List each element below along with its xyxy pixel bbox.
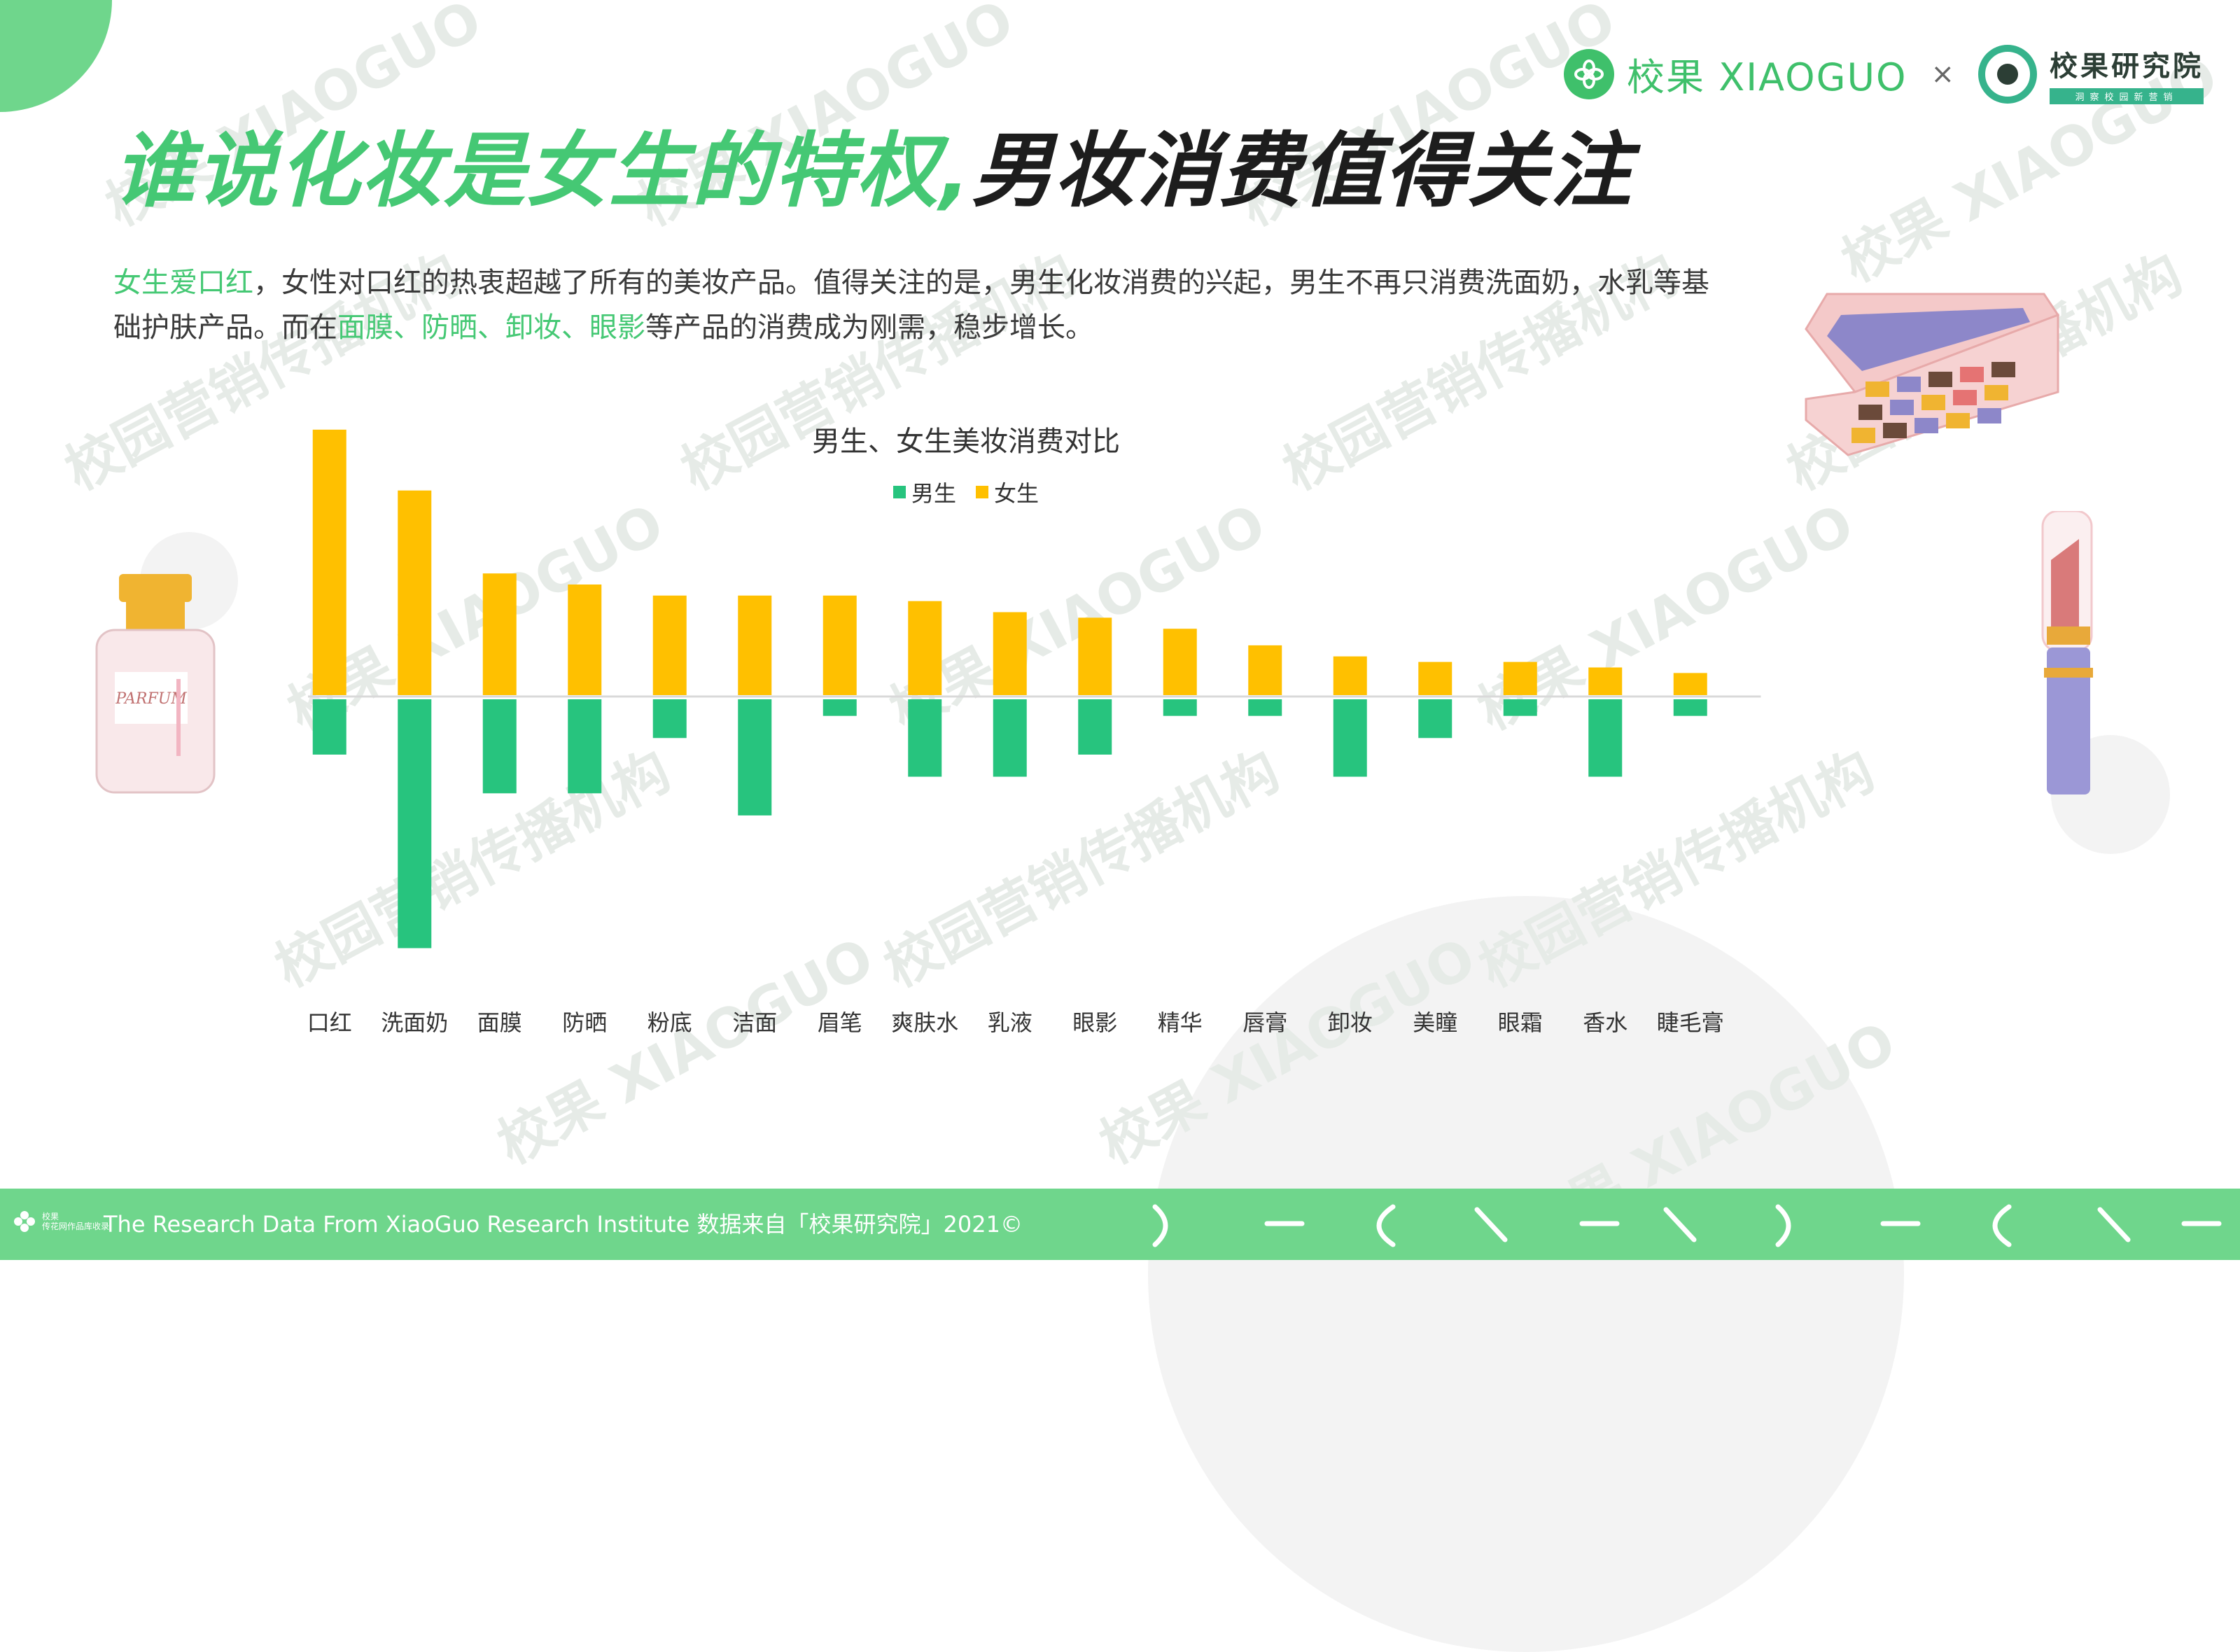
bar-female-0 [312, 429, 346, 695]
legend-item-female: 女生 [976, 476, 1039, 508]
bar-male-10 [1163, 699, 1197, 716]
bar-female-9 [1078, 617, 1112, 695]
xiaoguo-logo-icon [1564, 48, 1615, 99]
bar-female-16 [1673, 673, 1707, 695]
logo-name: 校果 XIAOGUO [1627, 55, 1907, 99]
description-paragraph: 女生爱口红，女性对口红的热衷超越了所有的美妆产品。值得关注的是，男生化妆消费的兴… [113, 260, 1723, 350]
x-tick-label: 眼影 [1072, 1009, 1117, 1036]
legend-item-male: 男生 [892, 476, 956, 508]
legend-swatch-female [976, 486, 988, 498]
partner-tagline: 洞察校园新营销 [2050, 88, 2204, 104]
x-tick-label: 洁面 [732, 1009, 777, 1036]
bar-male-6 [822, 699, 857, 716]
bar-female-8 [993, 612, 1027, 695]
x-tick-label: 爽肤水 [891, 1009, 958, 1036]
footer-logo: 校果 传花网作品库收录 [13, 1210, 109, 1233]
x-tick-label: 眼霜 [1498, 1009, 1543, 1036]
x-tick-label: 唇膏 [1242, 1009, 1287, 1036]
footer-source-text: The Research Data From XiaoGuo Research … [104, 1211, 1023, 1238]
bar-male-4 [652, 699, 687, 738]
bar-male-14 [1503, 699, 1537, 716]
partner-logo-text: 校果研究院 洞察校园新营销 [2050, 43, 2204, 104]
x-tick-label: 精华 [1158, 1009, 1203, 1036]
highlight-text: 女生爱口红 [113, 267, 253, 299]
bar-female-5 [738, 595, 772, 695]
bar-male-7 [908, 699, 942, 777]
bar-male-1 [398, 699, 432, 948]
footer-logo-icon [14, 1211, 35, 1232]
bar-male-11 [1248, 699, 1282, 716]
x-tick-label: 美瞳 [1413, 1009, 1457, 1036]
footer-logo-subtext: 传花网作品库收录 [42, 1222, 110, 1231]
legend-label-male: 男生 [911, 480, 956, 507]
corner-decoration [0, 0, 112, 112]
x-tick-label: 粉底 [648, 1009, 692, 1036]
page-title: 谁说化妆是女生的特权,男妆消费值得关注 [113, 105, 1632, 223]
bar-male-8 [993, 699, 1027, 777]
bar-male-15 [1588, 699, 1623, 777]
bar-female-7 [908, 601, 942, 695]
bar-male-3 [568, 699, 602, 794]
title-part-dark: 男妆消费值得关注 [972, 124, 1633, 218]
x-tick-label: 防晒 [562, 1009, 607, 1036]
bar-female-1 [398, 490, 432, 695]
bar-male-16 [1673, 699, 1707, 716]
bar-female-2 [482, 573, 517, 695]
chart-title: 男生、女生美妆消费对比 [812, 426, 1120, 458]
bar-female-4 [652, 595, 687, 695]
title-part-green: 谁说化妆是女生的特权, [113, 124, 972, 218]
bar-female-12 [1333, 656, 1367, 695]
footer-bar: 校果 传花网作品库收录 The Research Data From XiaoG… [0, 1189, 2240, 1260]
bar-male-9 [1078, 699, 1112, 755]
bar-female-14 [1503, 662, 1537, 695]
legend-swatch-male [892, 486, 906, 498]
x-tick-label: 口红 [308, 1009, 352, 1036]
perfume-label: PARFUM [115, 690, 187, 708]
paragraph-text: ，女性对口红的热衷超越了所有的美妆产品。值得关注的是，男生化妆消费的兴起，男生不… [113, 267, 1709, 344]
chart-legend: 男生 女生 [700, 476, 1232, 508]
bar-female-3 [568, 584, 602, 695]
bar-male-5 [738, 699, 772, 816]
bar-male-12 [1333, 699, 1367, 777]
partner-name: 校果研究院 [2050, 50, 2204, 83]
x-tick-label: 眉笔 [818, 1009, 862, 1036]
x-tick-label: 乳液 [988, 1009, 1032, 1036]
x-tick-label: 洗面奶 [381, 1009, 448, 1036]
paragraph-text: 等产品的消费成为刚需，稳步增长。 [645, 312, 1093, 344]
logo-separator: × [1931, 57, 1954, 90]
x-tick-label: 面膜 [477, 1009, 522, 1036]
x-tick-label: 香水 [1583, 1009, 1628, 1036]
footer-decoration [1152, 1204, 2222, 1247]
bar-chart: 口红 洗面奶 面膜 防晒 粉底 洁面 眉笔 爽肤水 乳液 眼影 精华 唇膏 卸妆 美瞳 眼霜 香水 睫毛膏 [308, 429, 1761, 1036]
bar-female-13 [1418, 662, 1452, 695]
x-tick-label: 睫毛膏 [1657, 1009, 1724, 1036]
bar-female-11 [1248, 645, 1282, 695]
bar-female-6 [822, 595, 857, 695]
x-tick-label: 卸妆 [1328, 1009, 1373, 1036]
eyeshadow-palette-icon [1805, 293, 2060, 456]
bar-male-13 [1418, 699, 1452, 738]
header-logos: 校果 XIAOGUO × 校果研究院 洞察校园新营销 [1564, 43, 2204, 104]
bar-male-2 [482, 699, 517, 794]
bar-female-15 [1588, 667, 1623, 695]
bar-female-10 [1163, 629, 1197, 695]
bar-male-0 [312, 699, 346, 755]
highlight-text: 面膜、防晒、卸妆、眼影 [337, 312, 645, 344]
perfume-bottle-icon: PARFUM [95, 574, 216, 794]
lipstick-icon [2041, 511, 2093, 794]
research-institute-logo-icon [1978, 44, 2037, 104]
footer-logo-text: 校果 [42, 1212, 59, 1222]
legend-label-female: 女生 [994, 480, 1040, 507]
